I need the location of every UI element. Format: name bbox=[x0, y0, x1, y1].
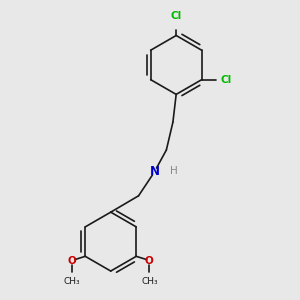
Text: CH₃: CH₃ bbox=[64, 277, 80, 286]
Text: O: O bbox=[68, 256, 76, 266]
Text: CH₃: CH₃ bbox=[141, 277, 158, 286]
Text: O: O bbox=[145, 256, 154, 266]
Text: H: H bbox=[169, 166, 177, 176]
Text: Cl: Cl bbox=[170, 11, 182, 21]
Text: N: N bbox=[150, 165, 160, 178]
Text: Cl: Cl bbox=[220, 75, 232, 85]
